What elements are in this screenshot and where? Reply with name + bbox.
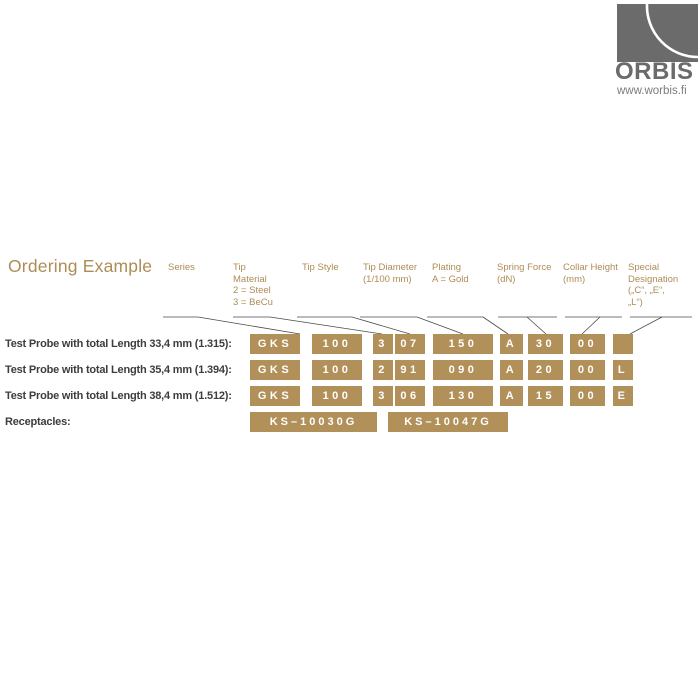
- column-header-tip-style: Tip Style: [302, 262, 339, 273]
- order-code-cell: 090: [433, 360, 493, 380]
- order-code-cell: GKS: [250, 334, 300, 354]
- order-code-cell: 30: [528, 334, 563, 354]
- order-code-cell: 00: [570, 334, 605, 354]
- orbis-logo-mark-icon: [617, 4, 698, 62]
- order-code-cell-empty: [613, 334, 633, 354]
- column-header-spring-force: Spring Force (dN): [497, 262, 552, 285]
- order-code-cell: 06: [395, 386, 425, 406]
- order-code-cell: 20: [528, 360, 563, 380]
- order-code-cell: 100: [312, 386, 362, 406]
- column-header-tip-material: Tip Material 2 = Steel 3 = BeCu: [233, 262, 273, 308]
- order-code-cell: 3: [373, 386, 393, 406]
- order-code-cell: L: [613, 360, 633, 380]
- receptacle-code-cell: KS–10047G: [388, 412, 508, 432]
- order-code-cell: 15: [528, 386, 563, 406]
- order-code-cell: A: [500, 360, 523, 380]
- column-header-tip-diameter: Tip Diameter (1/100 mm): [363, 262, 418, 285]
- column-header-collar-height: Collar Height (mm): [563, 262, 618, 285]
- order-code-cell: 130: [433, 386, 493, 406]
- order-code-cell: A: [500, 386, 523, 406]
- column-header-plating: Plating A = Gold: [432, 262, 469, 285]
- order-code-cell: 100: [312, 360, 362, 380]
- order-code-cell: GKS: [250, 360, 300, 380]
- order-code-cell: A: [500, 334, 523, 354]
- order-code-cell: GKS: [250, 386, 300, 406]
- order-code-cell: 3: [373, 334, 393, 354]
- row-label-probe-33-4: Test Probe with total Length 33,4 mm (1.…: [5, 338, 232, 350]
- order-code-cell: 91: [395, 360, 425, 380]
- order-code-cell: 07: [395, 334, 425, 354]
- row-label-receptacles: Receptacles:: [5, 416, 71, 428]
- leader-lines: [163, 316, 692, 335]
- column-header-special-designation: Special Designation („C“, „E“, „L“): [628, 262, 679, 308]
- logo-brand-text: ORBIS: [615, 58, 694, 85]
- row-label-probe-38-4: Test Probe with total Length 38,4 mm (1.…: [5, 390, 232, 402]
- page-title: Ordering Example: [8, 256, 153, 276]
- order-code-cell: 00: [570, 386, 605, 406]
- receptacle-code-cell: KS–10030G: [250, 412, 377, 432]
- order-code-cell: 150: [433, 334, 493, 354]
- column-header-series: Series: [168, 262, 195, 273]
- order-code-cell: 100: [312, 334, 362, 354]
- order-code-cell: 2: [373, 360, 393, 380]
- row-label-probe-35-4: Test Probe with total Length 35,4 mm (1.…: [5, 364, 232, 376]
- logo-arc-icon: [645, 4, 698, 59]
- logo-square: [617, 4, 698, 62]
- order-code-cell: 00: [570, 360, 605, 380]
- logo-url-text: www.worbis.fi: [617, 85, 687, 97]
- order-code-cell: E: [613, 386, 633, 406]
